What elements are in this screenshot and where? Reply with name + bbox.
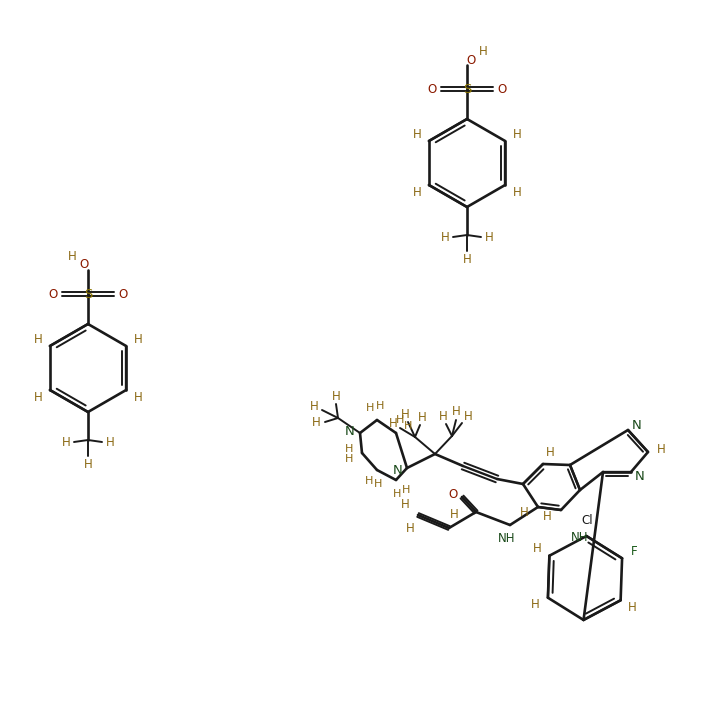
Text: H: H bbox=[412, 127, 421, 140]
Text: H: H bbox=[485, 231, 493, 243]
Text: H: H bbox=[134, 332, 142, 346]
Text: H: H bbox=[401, 407, 409, 420]
Text: H: H bbox=[531, 598, 540, 611]
Text: H: H bbox=[463, 253, 471, 266]
Text: H: H bbox=[134, 390, 142, 404]
Text: H: H bbox=[332, 390, 340, 402]
Text: H: H bbox=[396, 415, 404, 425]
Text: N: N bbox=[393, 465, 403, 478]
Text: O: O bbox=[427, 82, 436, 95]
Text: H: H bbox=[545, 445, 555, 458]
Text: N: N bbox=[345, 425, 355, 437]
Text: H: H bbox=[439, 410, 447, 422]
Text: H: H bbox=[513, 127, 522, 140]
Text: H: H bbox=[33, 390, 42, 404]
Text: O: O bbox=[466, 54, 476, 67]
Text: H: H bbox=[402, 485, 410, 495]
Text: H: H bbox=[68, 249, 76, 263]
Text: H: H bbox=[345, 454, 354, 464]
Text: H: H bbox=[345, 445, 352, 455]
Text: H: H bbox=[366, 403, 374, 413]
Text: O: O bbox=[79, 258, 88, 271]
Text: H: H bbox=[404, 421, 412, 431]
Text: H: H bbox=[312, 415, 320, 428]
Text: NH: NH bbox=[570, 531, 588, 544]
Text: H: H bbox=[393, 489, 402, 499]
Text: H: H bbox=[628, 601, 637, 614]
Text: H: H bbox=[543, 511, 551, 523]
Text: H: H bbox=[533, 542, 542, 555]
Text: H: H bbox=[389, 417, 397, 430]
Text: H: H bbox=[441, 231, 449, 243]
Text: H: H bbox=[310, 400, 318, 412]
Text: H: H bbox=[33, 332, 42, 346]
Text: H: H bbox=[62, 435, 70, 448]
Text: H: H bbox=[365, 476, 373, 486]
Text: H: H bbox=[418, 410, 426, 423]
Text: H: H bbox=[449, 508, 459, 521]
Text: O: O bbox=[118, 288, 127, 301]
Text: H: H bbox=[478, 44, 488, 57]
Text: NH: NH bbox=[498, 531, 515, 544]
Text: H: H bbox=[83, 458, 93, 470]
Text: H: H bbox=[656, 442, 666, 455]
Text: H: H bbox=[376, 402, 384, 412]
Text: O: O bbox=[48, 288, 58, 301]
Text: H: H bbox=[451, 405, 461, 417]
Text: F: F bbox=[631, 545, 638, 558]
Text: H: H bbox=[375, 479, 382, 489]
Text: O: O bbox=[449, 488, 458, 500]
Text: N: N bbox=[635, 470, 645, 483]
Text: S: S bbox=[463, 82, 471, 95]
Text: H: H bbox=[105, 435, 115, 448]
Text: S: S bbox=[84, 288, 92, 301]
Text: H: H bbox=[406, 521, 414, 535]
Text: Cl: Cl bbox=[581, 513, 593, 526]
Text: H: H bbox=[464, 410, 472, 422]
Text: H: H bbox=[401, 498, 409, 511]
Text: O: O bbox=[498, 82, 507, 95]
Text: H: H bbox=[412, 185, 421, 198]
Text: N: N bbox=[632, 418, 642, 432]
Text: H: H bbox=[520, 505, 528, 518]
Text: H: H bbox=[513, 185, 522, 198]
